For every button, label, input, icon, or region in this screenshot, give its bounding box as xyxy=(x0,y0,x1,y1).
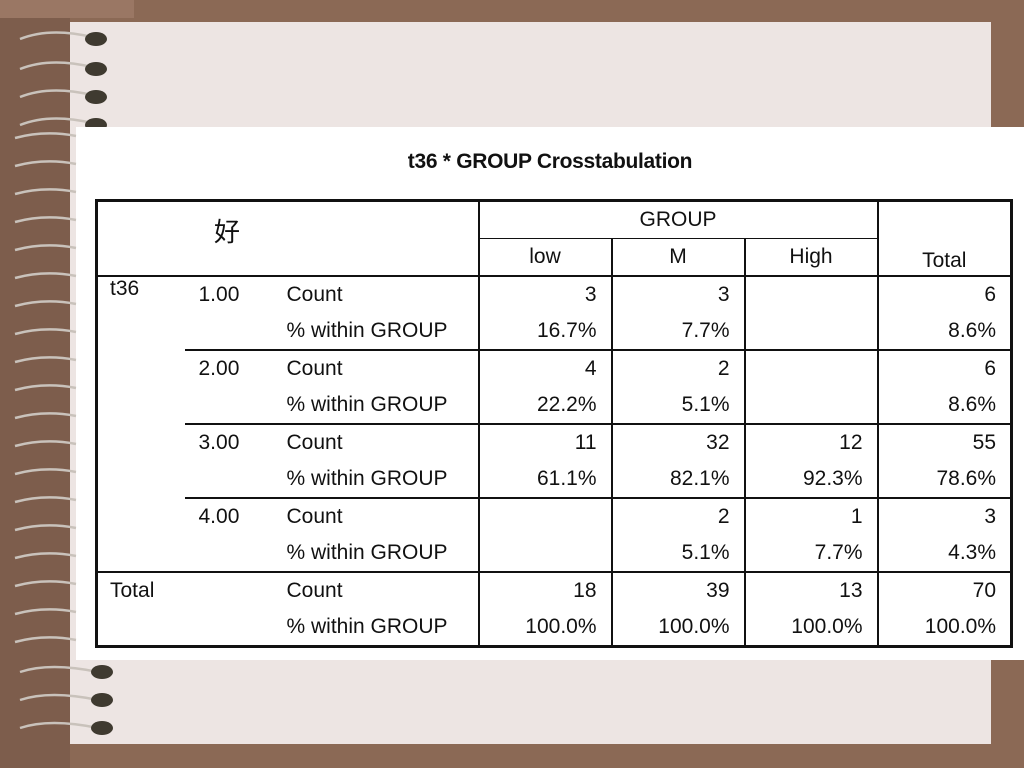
cell: 3 xyxy=(477,276,612,313)
cell: 100.0% xyxy=(610,609,745,647)
total-header: Total xyxy=(876,200,1012,277)
stat-label: Count xyxy=(272,423,479,461)
row-value: 3.00 xyxy=(184,423,273,461)
cell: 7.7% xyxy=(610,313,745,350)
cell: 1 xyxy=(743,497,878,535)
cell: 39 xyxy=(610,571,745,609)
table-title: t36 * GROUP Crosstabulation xyxy=(407,150,693,173)
table-row: 2.00 Count 4 2 6 xyxy=(97,349,1012,387)
column-header-low: low xyxy=(477,238,612,277)
total-row: Total Count 18 39 13 70 xyxy=(96,571,1012,609)
row-value: 2.00 xyxy=(184,349,273,387)
stat-label: % within GROUP xyxy=(286,393,448,416)
row-value: 1.00 xyxy=(198,283,240,306)
cell-total: 6 xyxy=(876,276,1012,313)
stat-label: Count xyxy=(272,497,479,535)
cell xyxy=(743,276,878,313)
cell xyxy=(743,349,878,387)
cell-total: 8.6% xyxy=(876,313,1012,350)
cell: 92.3% xyxy=(743,461,878,498)
group-header: GROUP xyxy=(477,200,878,239)
cell: 100.0% xyxy=(743,609,878,647)
column-header-high: High xyxy=(743,238,878,277)
cell: 2 xyxy=(610,497,745,535)
cell: 100.0% xyxy=(477,609,612,647)
total-row-label: Total xyxy=(96,571,273,609)
table-row: 4.00 Count 2 1 3 xyxy=(97,497,1012,535)
cell: 3 xyxy=(610,276,745,313)
table-row: % within GROUP 16.7% 7.7% 8.6% xyxy=(97,313,1012,350)
cell-total: 78.6% xyxy=(876,461,1012,498)
row-value: 4.00 xyxy=(184,497,273,535)
cell xyxy=(743,313,878,350)
cell-total: 3 xyxy=(876,497,1012,535)
cell: 11 xyxy=(477,423,612,461)
cell: 18 xyxy=(477,571,612,609)
table-row: % within GROUP 61.1% 82.1% 92.3% 78.6% xyxy=(97,461,1012,498)
total-row: % within GROUP 100.0% 100.0% 100.0% 100.… xyxy=(97,609,1012,647)
table-row: % within GROUP 5.1% 7.7% 4.3% xyxy=(97,535,1012,572)
cell xyxy=(477,535,612,572)
spiral-binding-bottom xyxy=(19,665,113,735)
cell: 61.1% xyxy=(477,461,612,498)
cell: 7.7% xyxy=(743,535,878,572)
cell-total: 6 xyxy=(876,349,1012,387)
cell-total: 70 xyxy=(876,571,1012,609)
cell xyxy=(477,497,612,535)
cell: 12 xyxy=(743,423,878,461)
column-header-m: M xyxy=(610,238,745,277)
cell-total: 4.3% xyxy=(876,535,1012,572)
cell: 22.2% xyxy=(477,387,612,424)
table-row: t36 1.00 Count 3 3 6 xyxy=(97,276,1012,313)
stat-label: % within GROUP xyxy=(286,467,448,490)
stat-label: % within GROUP xyxy=(286,615,448,638)
cell: 4 xyxy=(477,349,612,387)
row-variable-label: t36 xyxy=(110,277,140,300)
spiral-binding-left xyxy=(14,132,77,644)
cell-total: 8.6% xyxy=(876,387,1012,424)
notebook-spine xyxy=(0,0,70,768)
table-row: % within GROUP 22.2% 5.1% 8.6% xyxy=(97,387,1012,424)
cell xyxy=(743,387,878,424)
cell: 5.1% xyxy=(610,535,745,572)
cell: 2 xyxy=(610,349,745,387)
table-row: 3.00 Count 11 32 12 55 xyxy=(97,423,1012,461)
corner-label: 好 xyxy=(96,200,479,277)
header-row-2: low M High xyxy=(97,238,1012,277)
cell: 16.7% xyxy=(477,313,612,350)
spine-highlight xyxy=(0,0,134,18)
cell-total: 55 xyxy=(876,423,1012,461)
cell-total: 100.0% xyxy=(876,609,1012,647)
stat-label: Count xyxy=(272,571,479,609)
stat-label: % within GROUP xyxy=(286,541,448,564)
cell: 13 xyxy=(743,571,878,609)
stat-label: Count xyxy=(272,349,479,387)
spiral-binding-top xyxy=(19,31,107,132)
cell: 5.1% xyxy=(610,387,745,424)
stat-label: % within GROUP xyxy=(286,319,448,342)
stat-label: Count xyxy=(286,283,343,306)
cell: 32 xyxy=(610,423,745,461)
cell: 82.1% xyxy=(610,461,745,498)
crosstab-table: 好 GROUP Total low M High t36 1.00 Count … xyxy=(95,199,1014,648)
header-row-1: 好 GROUP Total xyxy=(96,200,1012,277)
